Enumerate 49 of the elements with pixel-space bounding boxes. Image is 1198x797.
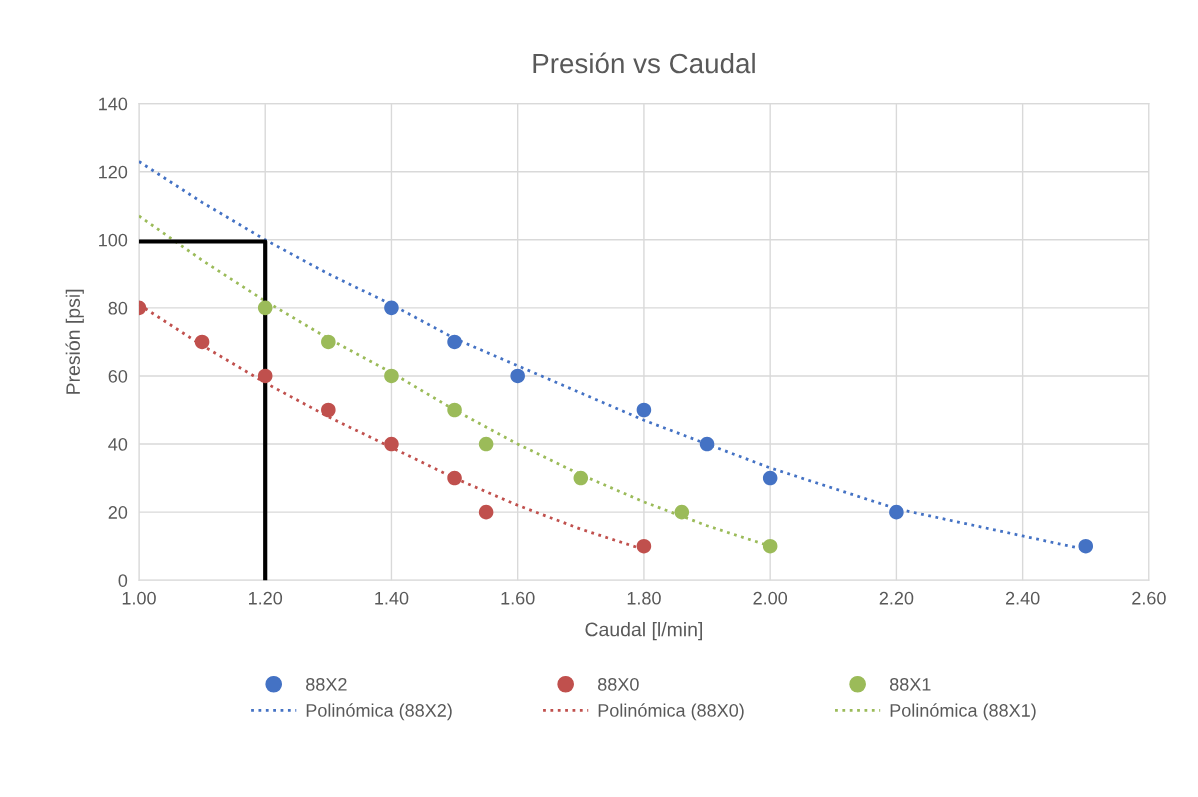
- point: [762, 538, 778, 554]
- point: [510, 368, 525, 384]
- point: [447, 470, 462, 486]
- x-tick-label: 1.60: [501, 591, 535, 605]
- y-tick-label: 80: [108, 301, 128, 315]
- chart-title: Presión vs Caudal: [533, 52, 755, 74]
- point: [762, 470, 778, 486]
- y-tick-label: 20: [108, 506, 128, 519]
- x-tick-label: 2.60: [1132, 591, 1166, 605]
- legend-label: Polinómica (88X1): [890, 703, 1036, 721]
- point: [194, 334, 210, 350]
- point: [674, 504, 690, 520]
- point: [1078, 538, 1094, 554]
- legend-label: 88X0: [598, 677, 639, 691]
- point: [384, 368, 399, 384]
- point: [636, 402, 652, 418]
- point: [321, 334, 336, 350]
- y-tick-label: 140: [99, 97, 128, 111]
- y-tick-label: 100: [99, 233, 128, 247]
- x-tick-label: 2.00: [753, 591, 788, 605]
- x-axis-title: Caudal [l/min]: [585, 622, 702, 641]
- point: [257, 300, 273, 316]
- point: [699, 436, 715, 452]
- y-axis-title: Presión [psi]: [65, 289, 84, 394]
- point: [321, 402, 336, 418]
- x-tick-label: 2.20: [879, 591, 914, 605]
- legend-label: Polinómica (88X0): [598, 703, 744, 721]
- x-tick-label: 1.00: [122, 591, 156, 605]
- x-tick-label: 1.40: [375, 591, 409, 605]
- point: [447, 334, 462, 350]
- point: [384, 300, 399, 316]
- legend-label: 88X2: [306, 677, 347, 691]
- point: [636, 538, 652, 554]
- point: [257, 368, 273, 384]
- x-tick-label: 1.20: [249, 591, 283, 605]
- y-tick-label: 120: [99, 165, 128, 179]
- y-tick-label: 60: [108, 369, 128, 383]
- point: [447, 402, 462, 418]
- legend-label: 88X1: [889, 677, 931, 691]
- x-tick-label: 2.40: [1005, 591, 1040, 605]
- point: [384, 436, 399, 452]
- point: [889, 504, 904, 520]
- point: [573, 470, 589, 486]
- x-tick-label: 1.80: [627, 591, 661, 605]
- y-tick-label: 40: [108, 437, 128, 451]
- legend-label: Polinómica (88X2): [306, 703, 452, 721]
- point: [478, 504, 494, 520]
- point: [478, 436, 494, 452]
- y-tick-label: 0: [118, 574, 128, 587]
